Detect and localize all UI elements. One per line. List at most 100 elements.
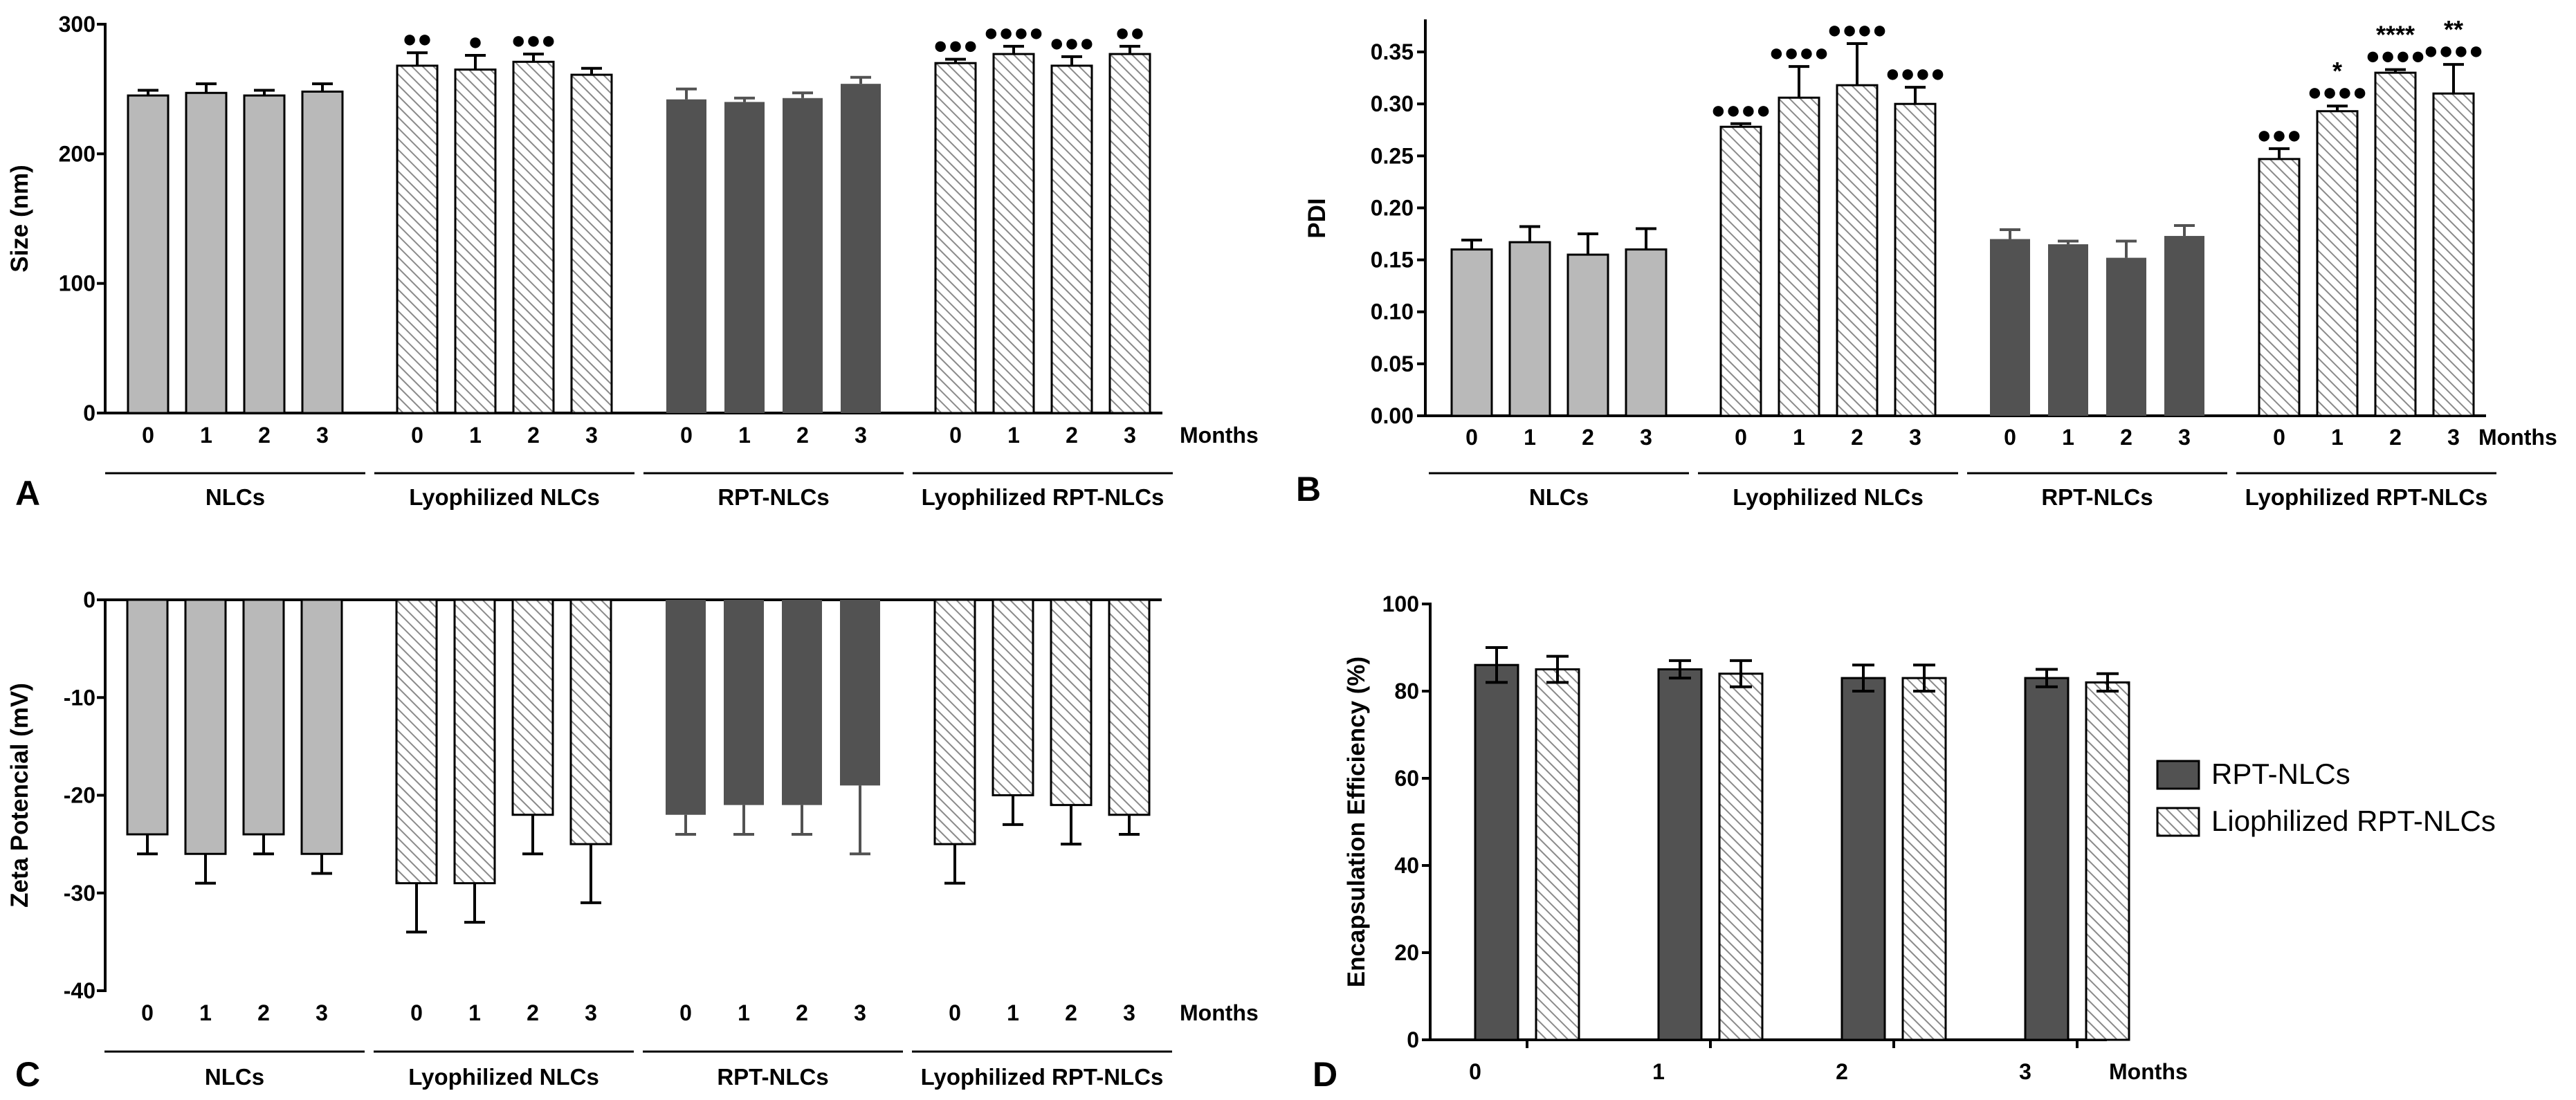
y-tick-label: 0.10 <box>1371 300 1414 324</box>
bar <box>1508 241 1551 417</box>
y-tick-label: 0.00 <box>1371 403 1414 428</box>
y-tick-label: 100 <box>59 271 95 296</box>
group-label: Lyophilized NLCs <box>1733 484 1924 510</box>
y-tick-label: -20 <box>64 783 95 808</box>
y-tick-label: 0.20 <box>1371 195 1414 220</box>
significance-mark: ●●●● <box>1711 95 1771 124</box>
bar <box>1108 598 1151 816</box>
bar <box>1778 96 1820 417</box>
bar <box>724 102 765 413</box>
bar <box>512 60 555 414</box>
x-tick-label: 2 <box>257 1000 270 1025</box>
y-tick-label: 0.25 <box>1371 143 1414 168</box>
y-tick-label: 0 <box>83 587 95 612</box>
y-axis-title: Size (nm) <box>6 165 33 273</box>
bar <box>301 90 344 414</box>
group-label: NLCs <box>205 1064 264 1090</box>
legend-swatch <box>2156 760 2200 790</box>
y-tick-label: 200 <box>59 141 95 166</box>
bar <box>1718 672 1764 1041</box>
bar <box>1719 125 1762 417</box>
x-tick-label: 2 <box>1582 425 1594 450</box>
bar <box>126 598 169 836</box>
y-tick-label: 20 <box>1394 940 1419 965</box>
significance-mark: ●●●● <box>2308 77 2368 106</box>
x-tick-label: 0 <box>949 1000 961 1025</box>
x-tick-label: 1 <box>2062 425 2074 450</box>
x-tick-label: 2 <box>527 423 540 448</box>
group-label: RPT-NLCs <box>2041 484 2153 510</box>
panel-letter-c: C <box>15 1055 40 1094</box>
x-tick-label: 2 <box>258 423 271 448</box>
group-label: NLCs <box>1529 484 1589 510</box>
chart-panel-c: -40 -30 -20 -10 0 Zeta Potencial (mV) 0 1 2 3 NLCs… <box>6 587 1259 1090</box>
bar <box>185 91 228 414</box>
significance-mark: ●●● <box>1049 28 1094 57</box>
group-label: Lyophilized RPT-NLCs <box>921 1064 1164 1090</box>
panel-letter-b: B <box>1296 470 1321 508</box>
x-tick-label: 2 <box>1065 1000 1077 1025</box>
legend-label: Liophilized RPT-NLCs <box>2211 805 2496 837</box>
x-tick-label: 3 <box>585 423 598 448</box>
y-tick-label: 300 <box>59 12 95 37</box>
x-tick-label: 1 <box>1007 423 1020 448</box>
x-tick-label: 1 <box>1007 1000 1019 1025</box>
x-axis-suffix: Months <box>1180 1000 1259 1025</box>
bar <box>2164 236 2204 416</box>
x-tick-label: 0 <box>1465 425 1478 450</box>
x-tick-label: 3 <box>1640 425 1652 450</box>
x-tick-label: 0 <box>1469 1059 1481 1084</box>
bar <box>2106 257 2146 416</box>
bar <box>396 64 439 414</box>
bar <box>2316 110 2359 417</box>
y-tick-label: 0.30 <box>1371 91 1414 116</box>
x-tick-label: 0 <box>680 423 693 448</box>
x-tick-label: 1 <box>1652 1059 1665 1084</box>
group-label: RPT-NLCs <box>717 1064 828 1090</box>
legend-swatch <box>2156 807 2200 837</box>
x-tick-label: 1 <box>468 1000 481 1025</box>
bar <box>934 62 977 414</box>
bar <box>2258 158 2301 417</box>
bar <box>243 94 286 414</box>
x-tick-label: 2 <box>1851 425 1863 450</box>
y-tick-label: 0.35 <box>1371 39 1414 64</box>
x-axis-suffix: Months <box>2478 425 2557 450</box>
y-tick-label: -10 <box>64 685 95 710</box>
x-tick-label: 1 <box>2331 425 2344 450</box>
significance-mark: ●●● <box>933 31 978 59</box>
group-label: Lyophilized RPT-NLCs <box>922 484 1164 510</box>
x-tick-label: 0 <box>411 423 423 448</box>
bar <box>1108 53 1151 414</box>
x-tick-label: 0 <box>142 423 154 448</box>
bar <box>300 598 343 855</box>
x-tick-label: 2 <box>1066 423 1078 448</box>
x-tick-label: 3 <box>316 1000 328 1025</box>
y-tick-label: 80 <box>1394 679 1419 704</box>
bar <box>841 84 881 413</box>
y-tick-label: -30 <box>64 881 95 906</box>
group-label: Lyophilized NLCs <box>409 484 600 510</box>
y-tick-label: 0 <box>1407 1027 1419 1052</box>
bar <box>1894 102 1937 417</box>
y-axis-title: PDI <box>1304 198 1331 238</box>
x-tick-label: 0 <box>2273 425 2285 450</box>
bar <box>724 600 764 805</box>
significance-mark: ●● <box>1115 18 1145 46</box>
bar <box>2024 677 2070 1041</box>
significance-mark: ● <box>468 27 483 55</box>
bar <box>666 99 706 414</box>
x-tick-label: 3 <box>585 1000 597 1025</box>
x-tick-label: 2 <box>2120 425 2132 450</box>
x-tick-label: 3 <box>855 423 867 448</box>
bar <box>1840 677 1886 1041</box>
bar <box>1566 253 1609 417</box>
bar <box>840 600 880 786</box>
x-tick-label: 3 <box>854 1000 866 1025</box>
x-tick-label: 2 <box>796 1000 808 1025</box>
bar <box>1836 84 1879 417</box>
x-axis-suffix: Months <box>1180 423 1259 448</box>
bar <box>783 98 823 413</box>
x-tick-label: 2 <box>1836 1059 1848 1084</box>
